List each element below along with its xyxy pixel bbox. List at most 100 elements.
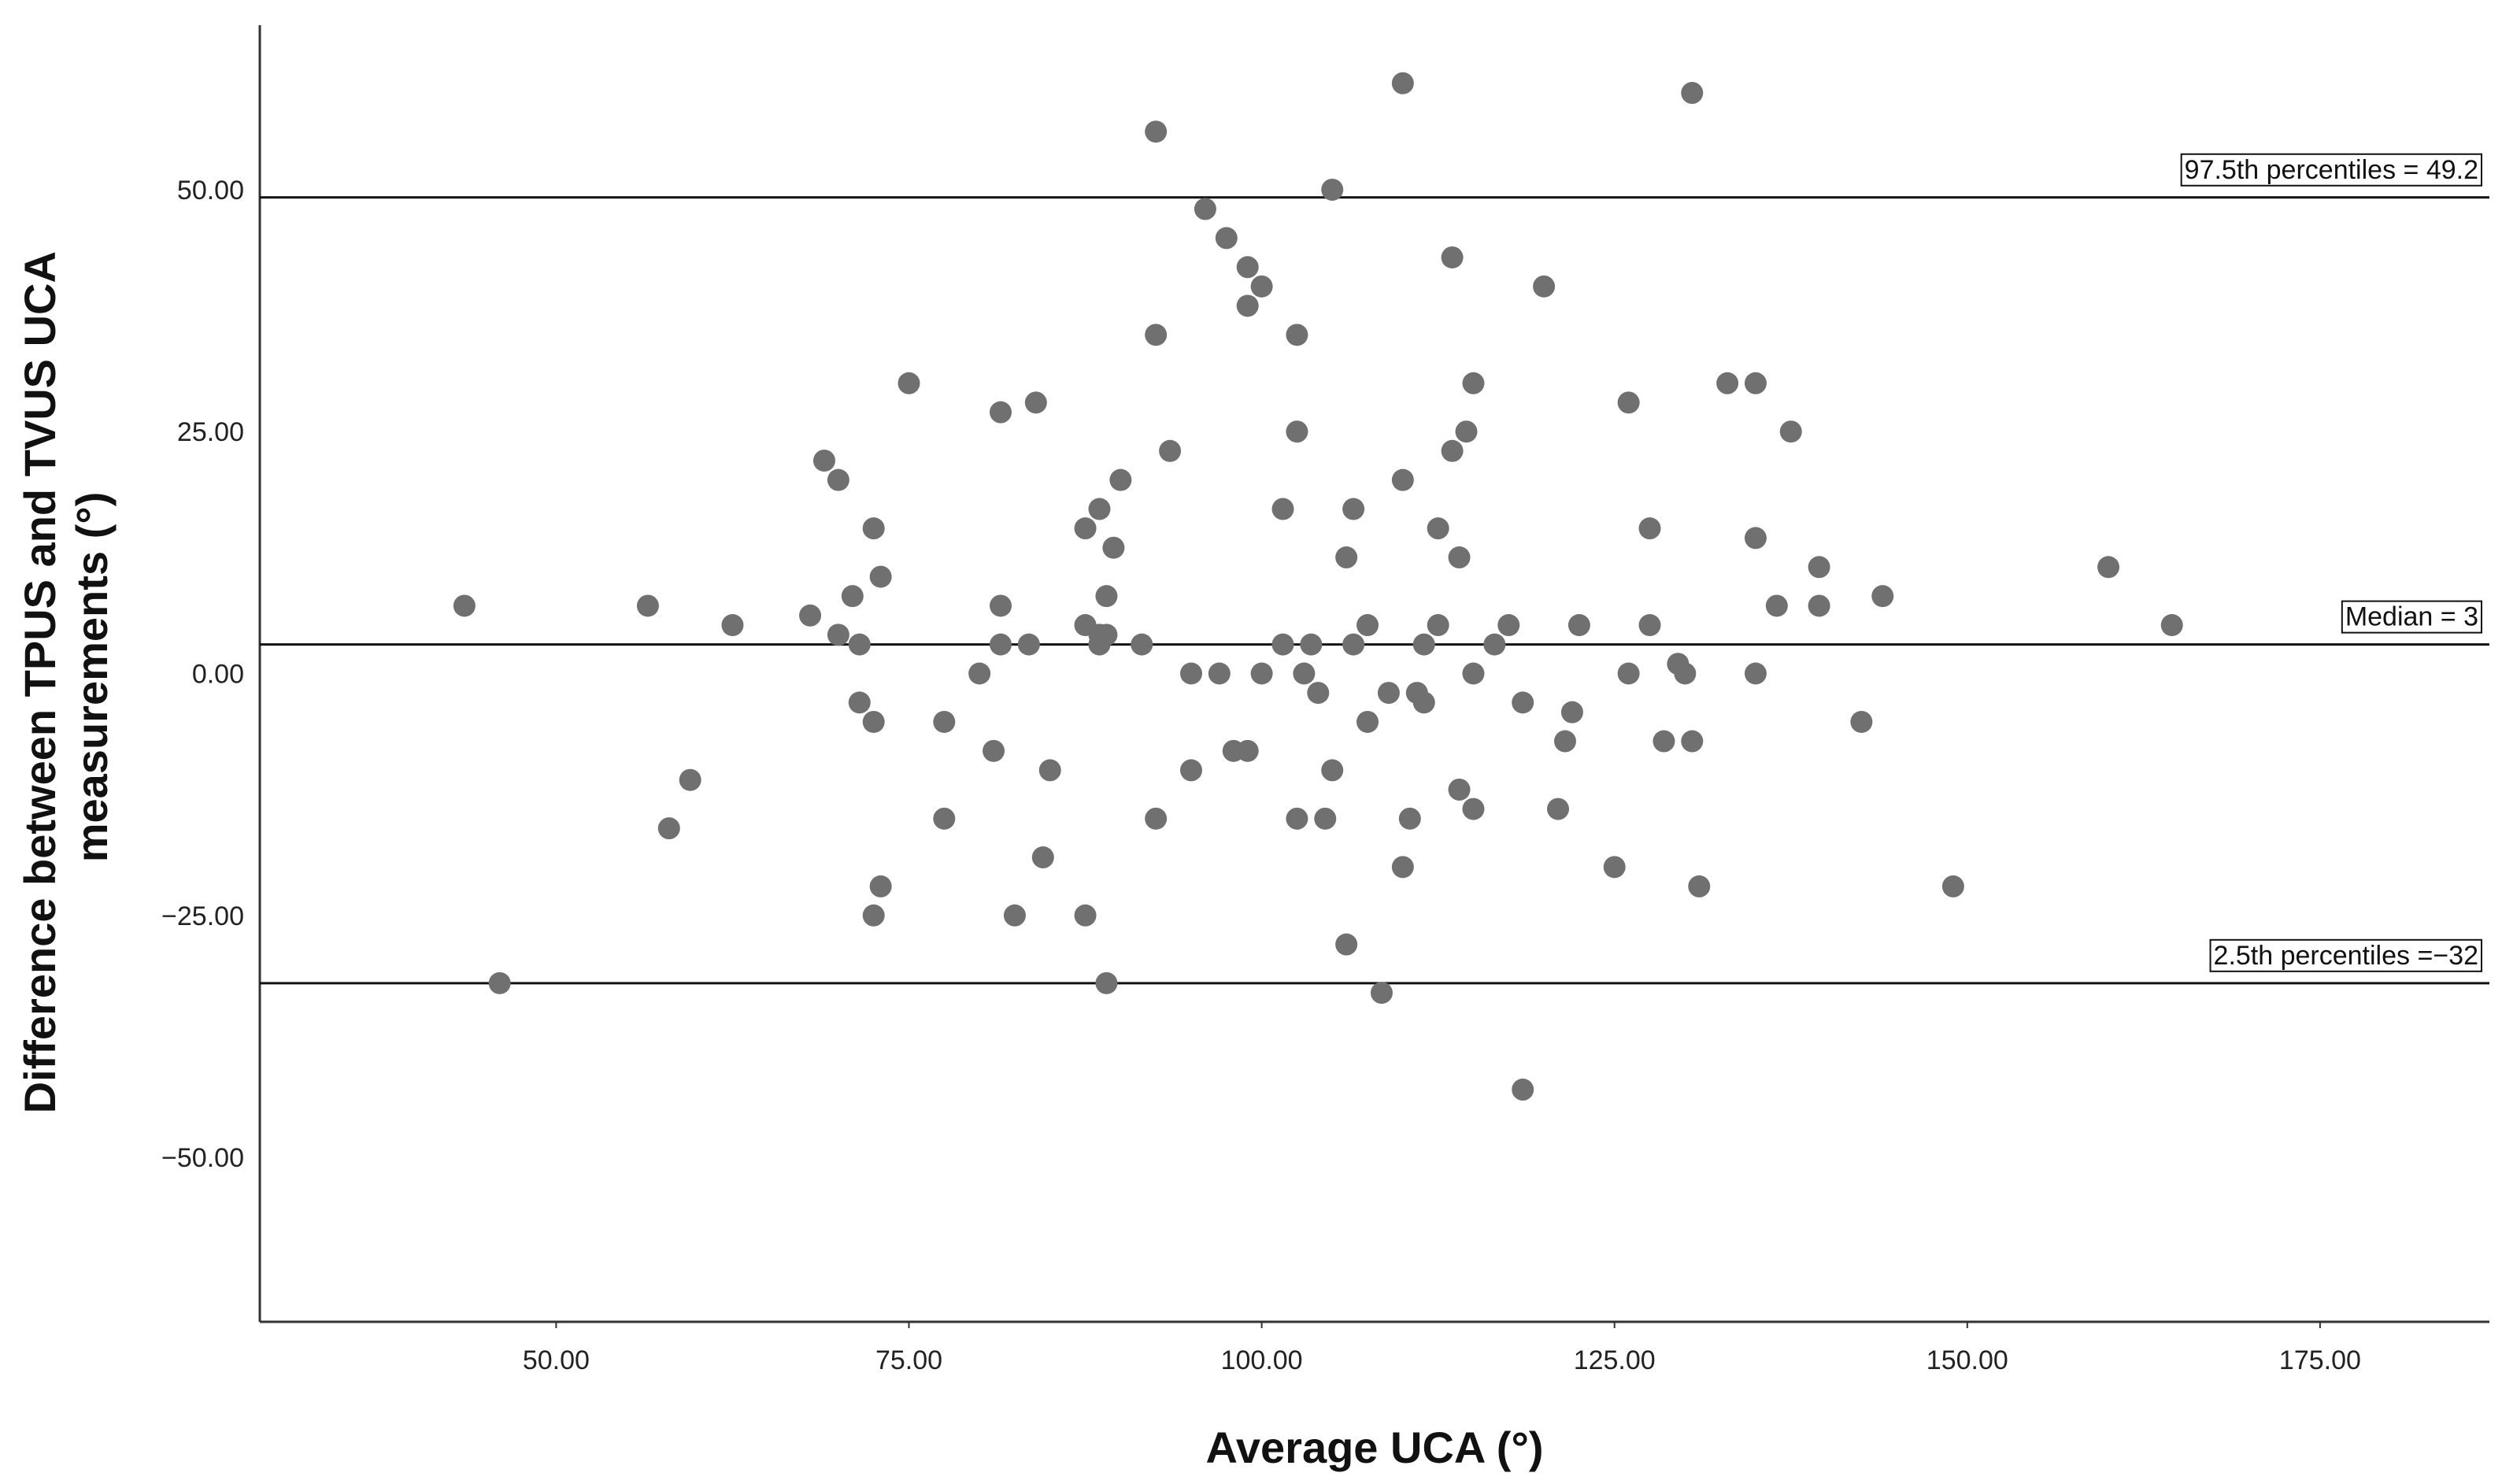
- data-point: [812, 450, 835, 472]
- data-point: [1088, 498, 1111, 520]
- data-point: [1286, 807, 1308, 830]
- data-point: [1342, 633, 1365, 656]
- data-point: [1941, 875, 1964, 897]
- data-point: [862, 904, 885, 927]
- data-point: [1236, 739, 1259, 762]
- data-points: [453, 72, 2183, 1101]
- data-point: [990, 633, 1012, 656]
- data-point: [1567, 614, 1590, 637]
- data-point: [1716, 372, 1739, 394]
- x-tick-label: 150.00: [1926, 1345, 2008, 1375]
- data-point: [1314, 807, 1337, 830]
- data-point: [1533, 275, 1556, 298]
- data-point: [1638, 614, 1661, 637]
- data-point: [1462, 372, 1485, 394]
- data-point: [1483, 633, 1506, 656]
- data-point: [1356, 614, 1379, 637]
- data-point: [1512, 691, 1534, 714]
- y-axis-title-line-2: measurements (°): [67, 492, 117, 863]
- data-point: [1236, 294, 1259, 317]
- data-point: [990, 401, 1012, 424]
- data-point: [1462, 662, 1485, 685]
- reference-label-text: 97.5th percentiles = 49.2: [2185, 155, 2478, 185]
- data-point: [1095, 971, 1118, 994]
- data-point: [1560, 701, 1583, 723]
- data-point: [990, 594, 1012, 617]
- reference-label: Median = 3: [2341, 600, 2482, 634]
- data-point: [1674, 662, 1697, 685]
- data-point: [933, 710, 956, 733]
- data-point: [721, 614, 744, 637]
- data-point: [1131, 633, 1153, 656]
- data-point: [1688, 875, 1711, 897]
- reference-label-text: Median = 3: [2345, 602, 2478, 632]
- data-point: [898, 372, 920, 394]
- data-point: [827, 624, 849, 646]
- x-axis-title: Average UCA (°): [1206, 1423, 1544, 1472]
- data-point: [968, 662, 991, 685]
- data-point: [1448, 546, 1471, 569]
- data-point: [1638, 517, 1661, 540]
- data-point: [2160, 614, 2183, 637]
- data-point: [1300, 633, 1323, 656]
- y-axis-title: Difference between TPUS and TVUS UCA mea…: [15, 241, 117, 1114]
- data-point: [1617, 662, 1640, 685]
- data-point: [848, 691, 871, 714]
- data-point: [841, 585, 864, 608]
- data-point: [1427, 614, 1449, 637]
- data-point: [1377, 682, 1400, 705]
- data-point: [1017, 633, 1040, 656]
- data-point: [1512, 1079, 1534, 1101]
- y-tick-label: 0.00: [192, 660, 244, 690]
- data-point: [1307, 682, 1330, 705]
- reference-labels: 97.5th percentiles = 49.2 Median = 3 2.5th…: [2180, 153, 2482, 972]
- data-point: [1321, 759, 1344, 782]
- reference-label-box: [2180, 153, 2482, 187]
- data-point: [799, 604, 822, 627]
- x-tick-label: 100.00: [1221, 1345, 1303, 1375]
- data-point: [453, 594, 476, 617]
- data-point: [1159, 439, 1182, 462]
- data-point: [1236, 256, 1259, 279]
- data-point: [2097, 556, 2120, 579]
- data-point: [1448, 778, 1471, 801]
- y-tick-label: −50.00: [161, 1143, 244, 1173]
- data-point: [657, 817, 680, 840]
- data-point: [1765, 594, 1788, 617]
- data-point: [862, 517, 885, 540]
- data-point: [1412, 633, 1435, 656]
- data-point: [1553, 730, 1576, 753]
- data-point: [1744, 527, 1767, 550]
- data-point: [1145, 120, 1168, 143]
- reference-label: 2.5th percentiles =−32: [2209, 938, 2482, 972]
- tick-labels: 50.00 75.00 100.00 125.00 150.00 175.00 50.00 2…: [161, 176, 2361, 1375]
- data-point: [1871, 585, 1894, 608]
- data-point: [1370, 982, 1393, 1005]
- data-point: [869, 875, 892, 897]
- data-point: [1391, 72, 1414, 94]
- data-point: [1356, 710, 1379, 733]
- y-tick-label: 25.00: [177, 417, 244, 447]
- data-point: [1744, 662, 1767, 685]
- y-axis-title-line-1: Difference between TPUS and TVUS UCA: [15, 253, 65, 1114]
- data-point: [1441, 246, 1464, 268]
- data-point: [1215, 227, 1238, 250]
- data-point: [1003, 904, 1026, 927]
- data-point: [1744, 372, 1767, 394]
- reference-label-box: [2209, 938, 2482, 972]
- data-point: [1547, 798, 1570, 820]
- data-point: [1497, 614, 1520, 637]
- data-point: [1808, 594, 1830, 617]
- data-point: [1038, 759, 1061, 782]
- y-tick-label: −25.00: [161, 901, 244, 931]
- data-point: [1321, 178, 1344, 201]
- data-point: [1179, 662, 1202, 685]
- data-point: [679, 768, 701, 791]
- data-point: [1808, 556, 1830, 579]
- reference-lines: [260, 196, 2489, 985]
- data-point: [869, 565, 892, 588]
- reference-label-box: [2341, 600, 2482, 634]
- data-point: [1102, 536, 1125, 559]
